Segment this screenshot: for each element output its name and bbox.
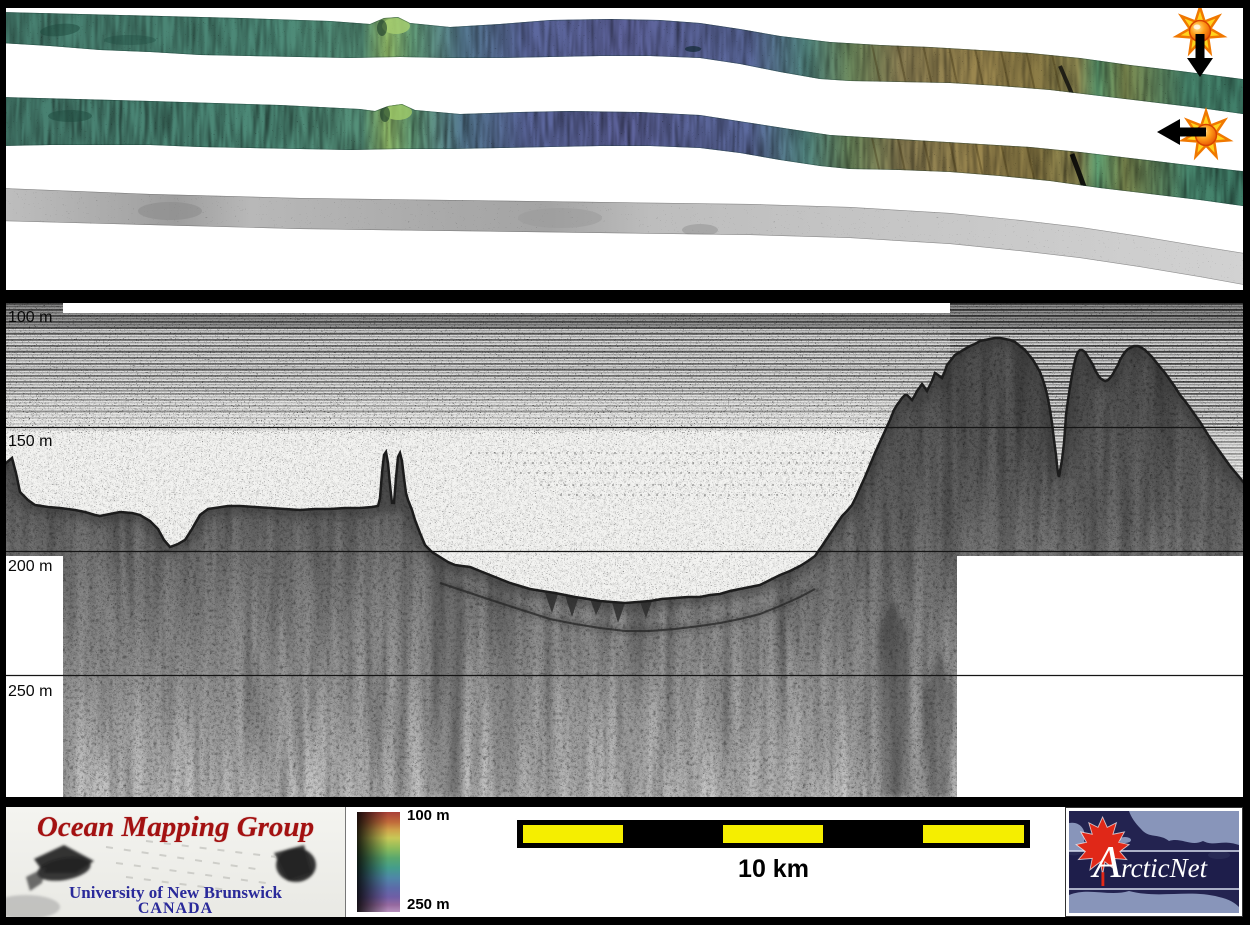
sub-bottom-profile-panel: 100 m 150 m 200 m 250 m — [0, 303, 1250, 797]
frame-top — [0, 0, 1250, 8]
backscatter-swath — [0, 188, 1250, 286]
depth-label-200m: 200 m — [8, 558, 52, 575]
depth-colorbar — [357, 812, 400, 912]
omg-title: Ocean Mapping Group — [36, 811, 315, 843]
arcticnet-logo: ArcticNet — [1065, 807, 1243, 917]
omg-country: CANADA — [137, 900, 214, 917]
depth-label-100m: 100 m — [8, 309, 52, 326]
scalebar-segment — [523, 825, 623, 843]
panel-divider-upper — [0, 290, 1250, 303]
scalebar-segment — [923, 825, 1024, 843]
seismic-graphics: 100 m 150 m 200 m 250 m — [0, 303, 1250, 797]
arrow-left-icon — [1157, 119, 1206, 145]
frame-bottom — [0, 917, 1250, 925]
arcticnet-rest: rcticNet — [1121, 853, 1208, 883]
colorbar-bottom-label: 250 m — [407, 896, 450, 913]
record-bottom-left-gap — [0, 556, 63, 797]
omg-logo-art — [6, 840, 316, 917]
footer: Ocean Mapping Group University of New Br… — [6, 807, 1243, 917]
swath-bathymetry-panel — [0, 2, 1250, 290]
arcticnet-wordmark: ArcticNet — [1093, 835, 1207, 888]
seafloor-echo-spikes — [545, 593, 652, 623]
depth-label-250m: 250 m — [8, 683, 52, 700]
colorbar-top-label: 100 m — [407, 807, 450, 824]
distance-scalebar — [517, 820, 1030, 848]
panel-divider-lower — [0, 797, 1250, 807]
scalebar-label: 10 km — [738, 855, 809, 883]
arcticnet-initial: A — [1093, 836, 1122, 887]
maple-leaf-icon — [1075, 815, 1131, 886]
swath-graphics — [0, 2, 1250, 286]
omg-university: University of New Brunswick — [69, 883, 282, 902]
frame-left — [0, 0, 6, 925]
record-bottom-right-gap — [957, 556, 1250, 797]
depth-gridlines — [0, 426, 1250, 677]
record-top-gap — [63, 303, 950, 313]
arcticnet-logo-art: ArcticNet — [1069, 811, 1239, 913]
frame-right — [1243, 0, 1250, 925]
depth-label-150m: 150 m — [8, 433, 52, 450]
scalebar-segment — [723, 825, 823, 843]
ocean-mapping-group-logo: Ocean Mapping Group University of New Br… — [6, 807, 346, 917]
arrow-down-icon — [1187, 34, 1213, 77]
